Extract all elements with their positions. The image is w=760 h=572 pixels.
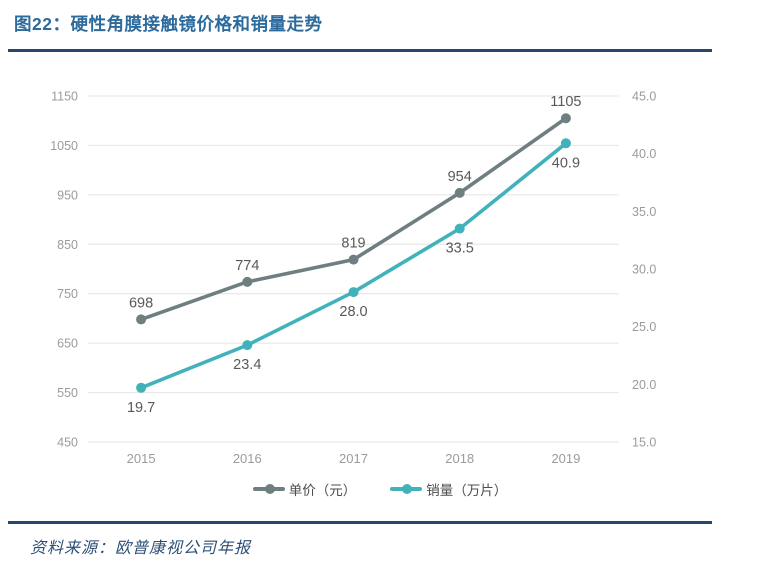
- svg-text:40.0: 40.0: [632, 147, 656, 161]
- data-label: 23.4: [233, 357, 261, 373]
- legend-item: 销量（万片）: [390, 479, 507, 499]
- series-sales-volume: 19.7 23.4 28.0 33.5 40.9: [127, 138, 580, 416]
- legend-label: 单价（元）: [288, 483, 357, 498]
- data-label: 1105: [550, 94, 581, 110]
- figure-title: 图22：硬性角膜接触镜价格和销量走势: [14, 14, 323, 34]
- svg-text:950: 950: [57, 188, 78, 202]
- svg-text:2015: 2015: [127, 451, 156, 466]
- chart-legend: 单价（元） 销量（万片）: [0, 479, 760, 499]
- svg-text:2018: 2018: [445, 451, 474, 466]
- right-axis-labels: 45.0 40.0 35.0 30.0 25.0 20.0 15.0: [632, 90, 656, 450]
- data-label: 28.0: [339, 304, 367, 320]
- data-label: 954: [448, 169, 472, 185]
- series-unit-price: 698 774 819 954 1105: [129, 94, 581, 325]
- svg-text:650: 650: [57, 337, 78, 351]
- svg-text:15.0: 15.0: [632, 436, 656, 450]
- svg-text:25.0: 25.0: [632, 320, 656, 334]
- data-label: 819: [341, 236, 365, 252]
- legend-line-dot-marker: [390, 484, 423, 494]
- svg-text:2017: 2017: [339, 451, 368, 466]
- svg-text:2019: 2019: [551, 451, 580, 466]
- data-label: 698: [129, 295, 153, 311]
- legend-line-dot-marker: [252, 484, 285, 494]
- svg-text:750: 750: [57, 287, 78, 301]
- legend-label: 销量（万片）: [426, 483, 508, 498]
- svg-text:30.0: 30.0: [632, 263, 656, 277]
- legend-item: 单价（元）: [252, 479, 357, 499]
- svg-text:45.0: 45.0: [632, 90, 656, 104]
- left-axis-labels: 1150 1050 950 850 750 650 550 450: [50, 90, 78, 450]
- data-label: 774: [235, 258, 259, 274]
- bottom-divider: [8, 521, 712, 524]
- data-source-note: 资料来源：欧普康视公司年报: [30, 540, 252, 557]
- dual-axis-line-chart: 1150 1050 950 850 750 650 550 450 45.0 40.0 35.0 30…: [50, 90, 656, 467]
- svg-text:35.0: 35.0: [632, 205, 656, 219]
- x-axis-labels: 2015 2016 2017 2018 2019: [127, 451, 581, 466]
- svg-text:2016: 2016: [233, 451, 262, 466]
- svg-text:850: 850: [57, 238, 78, 252]
- svg-text:1150: 1150: [51, 90, 78, 104]
- data-label: 40.9: [552, 155, 580, 171]
- top-divider: [8, 49, 712, 52]
- svg-text:20.0: 20.0: [632, 378, 656, 392]
- gridlines: [88, 95, 619, 443]
- data-label: 19.7: [127, 400, 155, 416]
- svg-text:450: 450: [57, 436, 78, 450]
- data-label: 33.5: [446, 241, 474, 257]
- svg-text:550: 550: [57, 386, 78, 400]
- svg-text:1050: 1050: [50, 139, 78, 153]
